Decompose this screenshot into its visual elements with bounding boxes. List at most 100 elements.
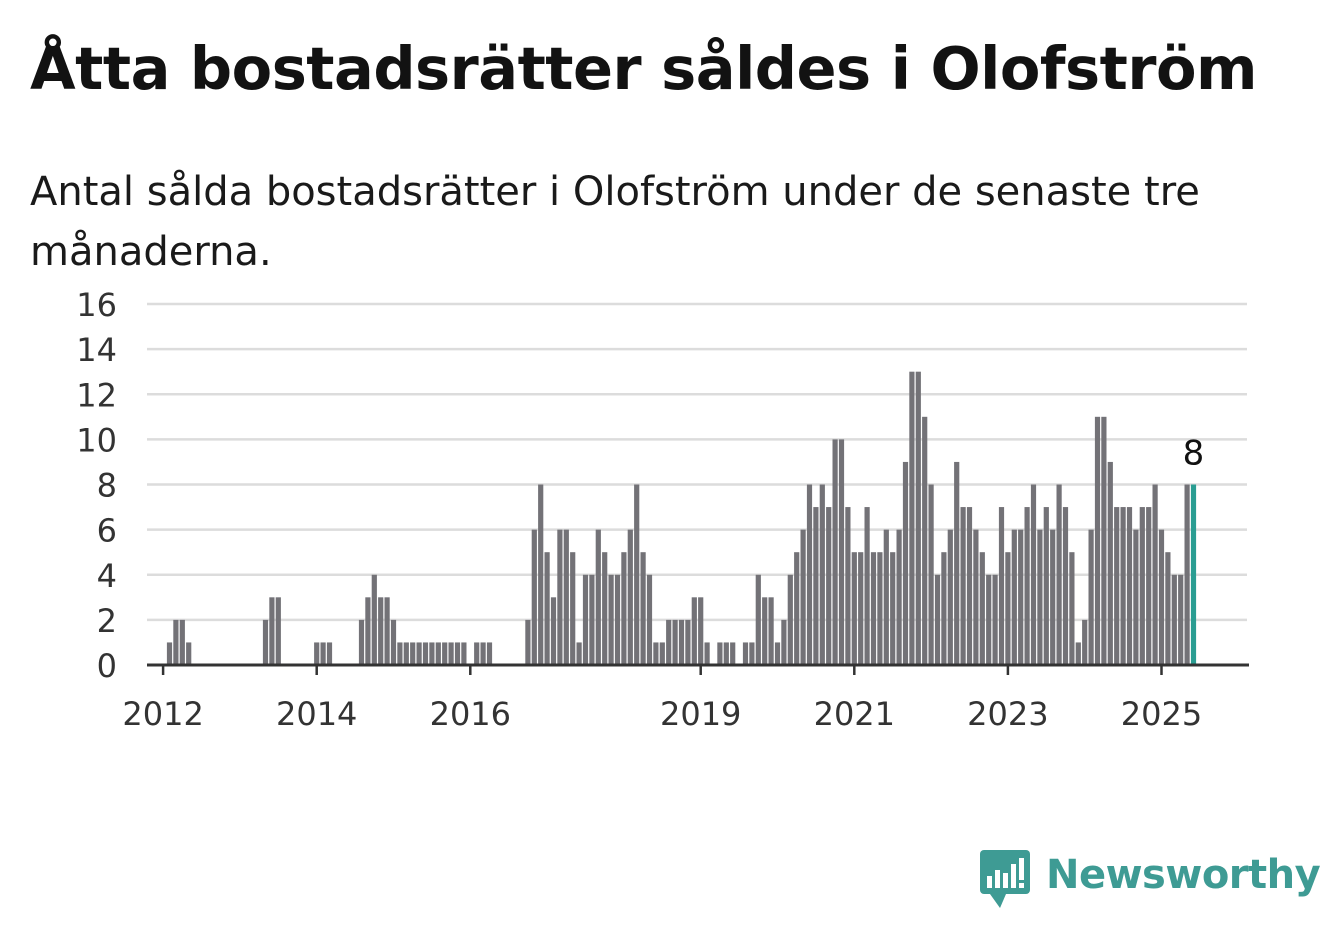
bar — [1005, 552, 1011, 665]
bar — [461, 642, 467, 665]
bar — [819, 484, 825, 665]
bar — [602, 552, 608, 665]
bar — [966, 507, 973, 665]
y-axis-tick-labels: 0 2 4 6 8 10 12 14 16 — [76, 286, 117, 685]
bar — [1094, 416, 1101, 665]
bar — [723, 642, 729, 665]
y-tick-label: 16 — [76, 286, 117, 324]
y-tick-label: 14 — [76, 331, 117, 369]
bar — [442, 642, 448, 665]
bar — [570, 552, 576, 665]
bar — [1056, 484, 1062, 665]
bar — [858, 552, 864, 665]
bar — [634, 484, 640, 665]
bar — [774, 642, 781, 665]
bar — [1088, 529, 1094, 665]
bar — [320, 642, 326, 665]
y-tick-label: 2 — [97, 602, 117, 640]
bar — [902, 461, 909, 665]
bar — [173, 619, 179, 665]
chart-subtitle: Antal sålda bostadsrätter i Olofström un… — [30, 169, 1200, 275]
bar — [877, 552, 883, 665]
bar — [659, 642, 665, 665]
bar — [960, 507, 966, 665]
bar — [608, 574, 614, 665]
bar — [742, 642, 749, 665]
x-tick-label: 2025 — [1121, 695, 1202, 733]
bar — [909, 371, 915, 665]
bar — [378, 597, 384, 665]
bar — [794, 552, 800, 665]
bar — [422, 642, 429, 665]
bar — [1037, 529, 1043, 665]
bar — [1050, 529, 1056, 665]
bar — [1062, 507, 1069, 665]
bar — [1024, 507, 1030, 665]
bar — [870, 552, 877, 665]
bar — [557, 529, 563, 665]
bar — [787, 574, 793, 665]
bar — [890, 552, 896, 665]
y-tick-label: 6 — [97, 512, 117, 550]
bar — [915, 371, 921, 665]
bar — [397, 642, 403, 665]
bar — [1069, 552, 1075, 665]
bar — [179, 619, 185, 665]
bar — [947, 529, 953, 665]
bar — [800, 529, 806, 665]
bar — [826, 507, 832, 665]
bars — [166, 371, 1197, 665]
y-tick-label: 4 — [97, 557, 117, 595]
bar — [717, 642, 723, 665]
bar — [371, 574, 377, 665]
bar — [1101, 416, 1107, 665]
bar — [582, 574, 589, 665]
bar — [454, 642, 461, 665]
bar — [832, 439, 838, 665]
annotations: 8 — [1183, 434, 1205, 474]
bar — [954, 461, 960, 665]
bar — [851, 552, 857, 665]
bar — [979, 552, 985, 665]
bar — [403, 642, 409, 665]
bar — [186, 642, 192, 665]
bar — [410, 642, 416, 665]
bar — [326, 642, 333, 665]
brand-logo: Newsworthy — [980, 848, 1321, 910]
bar — [1133, 529, 1139, 665]
bar — [1082, 619, 1088, 665]
bar — [973, 529, 979, 665]
bar — [275, 597, 281, 665]
gridlines — [147, 302, 1247, 622]
bar — [563, 529, 569, 665]
bar — [269, 597, 275, 665]
bar-highlight — [1190, 484, 1197, 665]
bar — [262, 619, 269, 665]
bar — [621, 552, 627, 665]
x-axis: 2012 2014 2016 2019 2021 2023 2025 — [122, 663, 1249, 733]
bar — [896, 529, 902, 665]
bar — [781, 619, 787, 665]
x-tick-label: 2021 — [814, 695, 895, 733]
bar — [666, 619, 672, 665]
x-tick-label: 2014 — [276, 695, 357, 733]
bar — [698, 597, 704, 665]
newsworthy-logo-icon — [980, 850, 1030, 908]
bar — [678, 619, 685, 665]
bar — [1152, 484, 1158, 665]
bar — [934, 574, 941, 665]
bar — [998, 507, 1005, 665]
x-tick-label: 2023 — [967, 695, 1048, 733]
bar — [922, 416, 928, 665]
bar — [1075, 642, 1081, 665]
bar — [838, 439, 845, 665]
bar — [883, 529, 889, 665]
bar — [992, 574, 998, 665]
bar — [640, 552, 646, 665]
bar — [538, 484, 544, 665]
highlight-value-label: 8 — [1183, 434, 1205, 474]
bar — [1139, 507, 1145, 665]
bar — [864, 507, 870, 665]
bar — [1043, 507, 1049, 665]
